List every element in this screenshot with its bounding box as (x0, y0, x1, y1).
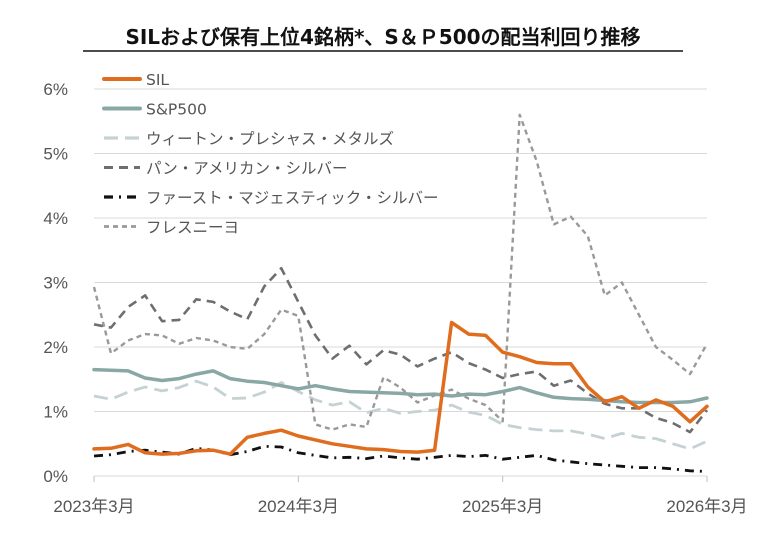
series-line-5 (92, 113, 709, 431)
x-tick-label: 2026年3月 (666, 497, 747, 516)
y-tick-label: 2% (43, 338, 68, 357)
series-line-3 (93, 266, 709, 434)
legend-label: SIL (146, 71, 169, 89)
legend-label: ウィートン・プレシャス・メタルズ (146, 130, 394, 148)
y-tick-label: 5% (43, 145, 68, 164)
legend-label: ファースト・マジェスティック・シルバー (146, 189, 439, 207)
legend-label: パン・アメリカン・シルバー (146, 160, 348, 178)
legend-label: フレスニーヨ (146, 219, 239, 237)
x-tick-label: 2024年3月 (258, 497, 339, 516)
y-tick-label: 0% (43, 467, 68, 486)
x-tick-label: 2025年3月 (462, 497, 543, 516)
y-tick-label: 6% (43, 80, 68, 99)
legend: SIL S&P500 ウィートン・プレシャス・メタルズパン・アメリカン・シルバーファ… (102, 71, 439, 237)
series-lines (92, 113, 709, 473)
series-line-2 (93, 379, 708, 451)
chart-title: SILおよび保有上位4銘柄*、S＆Ｐ500の配当利回り推移 (125, 25, 640, 49)
y-tick-label: 4% (43, 209, 68, 228)
x-tick-label: 2023年3月 (53, 497, 134, 516)
grid (94, 88, 707, 477)
y-tick-label: 1% (43, 403, 68, 422)
x-axis-ticks: 2023年3月 2024年3月 2025年3月 2026年3月 (53, 476, 748, 516)
series-line-0 (92, 320, 709, 456)
y-axis-ticks: 0% 1% 2% 3% 4% 5% 6% (43, 80, 68, 486)
legend-label: S&P500 (146, 101, 207, 119)
y-tick-label: 3% (43, 274, 68, 293)
